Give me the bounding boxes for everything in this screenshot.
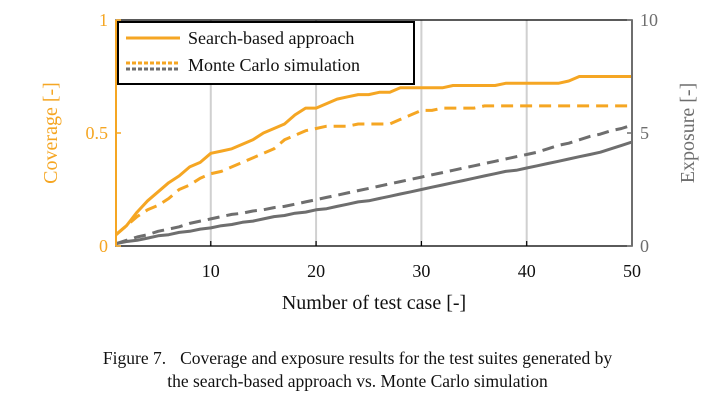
series-line-search-based-approach-coverage <box>115 75 632 236</box>
x-axis-label: Number of test case [-] <box>282 292 466 314</box>
legend-label-search-based: Search-based approach <box>188 28 354 48</box>
y-left-tick-label-1: 1 <box>99 10 108 30</box>
legend-entry-monte-carlo: Monte Carlo simulation <box>126 55 360 75</box>
x-tick-label-30: 30 <box>412 261 430 281</box>
series-line-monte-carlo-simulation-exposure <box>115 123 633 246</box>
legend-entry-search-based: Search-based approach <box>126 28 354 48</box>
legend-label-monte-carlo: Monte Carlo simulation <box>188 55 360 75</box>
caption-text-1: Coverage and exposure results for the te… <box>180 348 613 368</box>
y-right-tick-label-0: 0 <box>640 236 649 256</box>
y-left-tick-label-0: 0 <box>99 236 108 256</box>
y-axis-right-label: Exposure [-] <box>677 83 699 184</box>
legend-box <box>117 21 415 85</box>
y-left-tick-label-0.5: 0.5 <box>86 123 109 143</box>
figure-caption-line-1: Figure 7. Coverage and exposure results f… <box>0 346 715 370</box>
x-tick-label-20: 20 <box>307 261 325 281</box>
legend: Search-based approach Monte Carlo simula… <box>117 21 415 85</box>
y-right-tick-label-10: 10 <box>640 10 658 30</box>
figure-caption-line-2: the search-based approach vs. Monte Carl… <box>0 369 715 393</box>
figure-number: Figure 7. <box>102 348 167 368</box>
y-right-tick-label-5: 5 <box>640 123 649 143</box>
x-tick-label-50: 50 <box>623 261 641 281</box>
x-tick-label-40: 40 <box>518 261 536 281</box>
caption-text-2: the search-based approach vs. Monte Carl… <box>167 371 548 391</box>
x-tick-label-10: 10 <box>202 261 220 281</box>
series-line-monte-carlo-simulation-coverage <box>115 104 632 236</box>
y-axis-left-label: Coverage [-] <box>40 82 62 184</box>
series-lines <box>115 75 633 246</box>
series-line-search-based-approach-exposure <box>115 140 633 246</box>
